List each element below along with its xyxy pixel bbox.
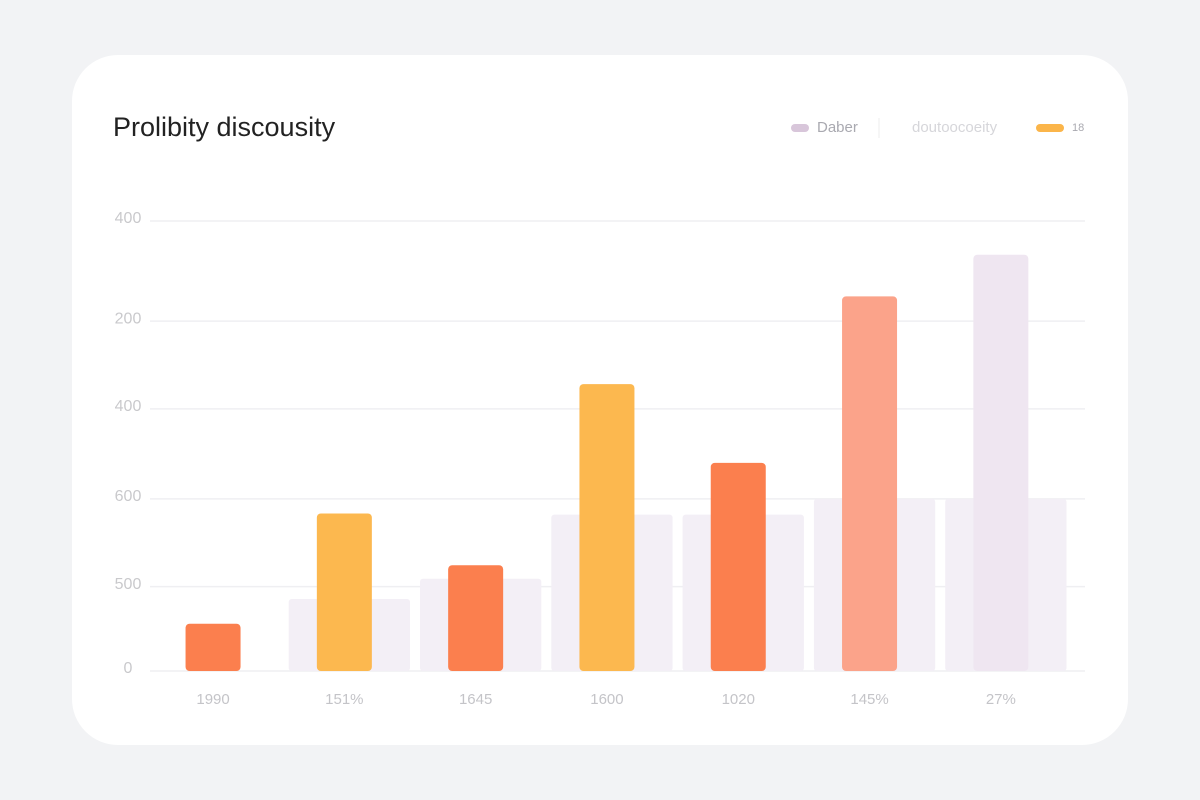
y-tick-label: 600: [115, 488, 142, 505]
x-tick-label: 151%: [325, 691, 363, 708]
bar: [973, 254, 1029, 671]
x-tick-label: 1645: [459, 691, 492, 708]
legend-swatch: [1036, 124, 1064, 132]
x-tick-label: 1600: [590, 691, 623, 708]
legend-label: doutoocoeity: [912, 119, 998, 136]
bar: [316, 513, 372, 671]
legend-label: 18: [1072, 122, 1084, 134]
bar: [448, 565, 504, 671]
chart-title: Prolibity discousity: [113, 112, 336, 142]
y-tick-label: 400: [115, 210, 142, 227]
bar: [842, 296, 898, 671]
legend-label: Daber: [817, 119, 858, 136]
y-tick-label: 500: [115, 576, 142, 593]
y-tick-label: 0: [124, 660, 133, 677]
y-tick-label: 200: [115, 310, 142, 327]
x-tick-label: 1990: [196, 691, 229, 708]
x-tick-label: 27%: [986, 691, 1016, 708]
x-tick-label: 145%: [850, 691, 888, 708]
bar: [579, 384, 635, 671]
bar: [185, 623, 241, 671]
y-tick-label: 400: [115, 398, 142, 415]
x-tick-label: 1020: [722, 691, 755, 708]
bar: [710, 462, 766, 671]
legend-swatch: [791, 124, 809, 132]
